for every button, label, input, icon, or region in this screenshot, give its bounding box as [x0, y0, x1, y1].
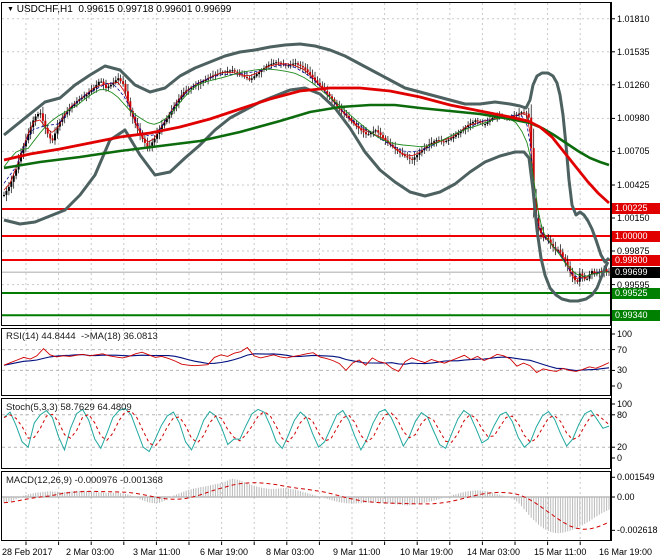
- panel-rsi[interactable]: [1, 328, 611, 396]
- ma-fast-red: [3, 63, 610, 279]
- stoch-plot[interactable]: [3, 407, 610, 453]
- rsi-plot[interactable]: [3, 346, 610, 374]
- bollinger-lower: [3, 86, 610, 303]
- macd-histogram: [3, 478, 610, 534]
- panel-macd[interactable]: [1, 471, 611, 541]
- ma-fast-blue: [3, 64, 610, 280]
- panel-main[interactable]: [1, 2, 611, 326]
- bollinger-upper: [3, 42, 610, 264]
- main-plot[interactable]: [2, 42, 610, 317]
- ma-fast-green: [3, 68, 610, 277]
- macd-plot[interactable]: [3, 478, 610, 534]
- panel-stoch[interactable]: [1, 398, 611, 469]
- macd-signal-line: [3, 482, 610, 530]
- ma-slow-green: [3, 103, 610, 170]
- rsi-line: [3, 346, 610, 374]
- ma-slow-red: [3, 86, 610, 205]
- stoch-k-line: [3, 407, 610, 453]
